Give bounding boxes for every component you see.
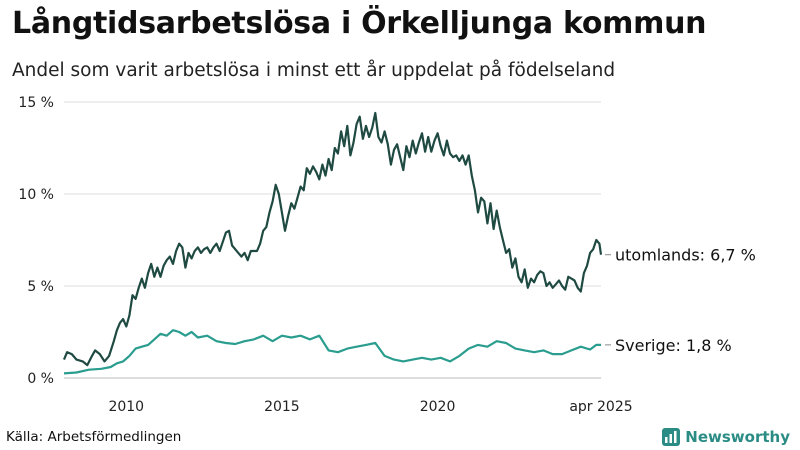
end-label-utomlands: utomlands: 6,7 % [615,246,756,265]
series-lines [62,111,603,375]
series-end-labels: utomlands: 6,7 % Sverige: 1,8 % [605,246,756,355]
x-axis-labels: 2010 2015 2020 apr 2025 [108,399,632,415]
x-tick-label: apr 2025 [569,399,632,415]
chart-subtitle: Andel som varit arbetslösa i minst ett å… [12,60,616,81]
y-tick-label: 10 % [18,187,54,203]
y-axis-labels: 0 % 5 % 10 % 15 % [18,95,54,387]
y-tick-label: 15 % [18,95,54,111]
series-line-utomlands [62,111,603,367]
y-tick-label: 0 % [27,371,54,387]
x-tick-label: 2020 [420,399,456,415]
x-tick-label: 2015 [264,399,300,415]
x-tick-label: 2010 [108,399,144,415]
series-line-sverige [63,329,601,375]
chart-title: Långtidsarbetslösa i Örkelljunga kommun [12,6,707,41]
brand-name: Newsworthy [685,428,790,446]
newsworthy-logo: Newsworthy [662,428,790,446]
y-tick-label: 5 % [27,279,54,295]
source-note: Källa: Arbetsförmedlingen [6,429,182,445]
gridlines [64,101,601,379]
newsworthy-chart-icon [662,428,681,446]
end-label-sverige: Sverige: 1,8 % [615,336,732,355]
